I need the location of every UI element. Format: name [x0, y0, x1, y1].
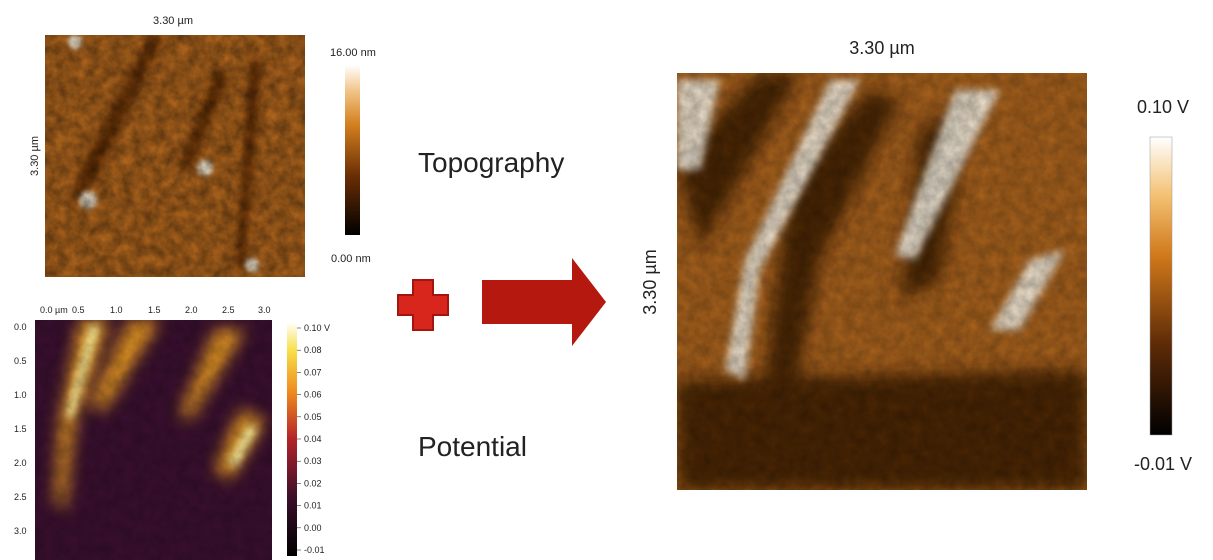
width-label: 3.30 µm: [849, 38, 914, 58]
scale-tick-label: 0.01: [304, 501, 322, 511]
y-tick-label: 0.0: [14, 322, 27, 332]
combined-image: [677, 73, 1087, 490]
scale-min: -0.01 V: [1134, 454, 1192, 474]
scale-max: 16.00 nm: [330, 47, 376, 59]
height-label: 3.30 µm: [29, 136, 41, 176]
width-label: 3.30 µm: [153, 15, 193, 27]
y-tick-label: 2.5: [14, 492, 27, 502]
y-tick-label: 2.0: [14, 458, 27, 468]
scale-tick-label: 0.02: [304, 478, 322, 488]
scale-tick-label: 0.08: [304, 345, 322, 355]
x-tick-label: 2.5: [222, 305, 235, 315]
y-tick-label: 1.5: [14, 424, 27, 434]
plus-sign: [398, 280, 448, 330]
topography-colorbar: [345, 65, 360, 235]
x-tick-label: 3.0: [258, 305, 271, 315]
scale-max: 0.10 V: [1137, 97, 1189, 117]
figure: 3.30 µm 3.30 µm 16.00 nm 0.00 nm Topogra…: [0, 0, 1213, 560]
combined-colorbar: [1150, 137, 1172, 435]
x-tick-label: 2.0: [185, 305, 198, 315]
y-tick-label: 0.5: [14, 356, 27, 366]
scale-tick-label: 0.03: [304, 456, 322, 466]
topography-image: [45, 35, 305, 277]
topography-caption: Topography: [418, 147, 564, 178]
scale-tick-label: 0.06: [304, 390, 322, 400]
x-tick-label: 0.0 µm: [40, 305, 68, 315]
scale-min: 0.00 nm: [331, 253, 371, 265]
potential-colorbar: [287, 322, 297, 556]
y-tick-label: 3.0: [14, 526, 27, 536]
scale-tick-label: 0.04: [304, 434, 322, 444]
scale-tick-label: 0.10 V: [304, 323, 330, 333]
height-label: 3.30 µm: [640, 249, 660, 314]
x-tick-label: 1.0: [110, 305, 123, 315]
y-tick-label: 1.0: [14, 390, 27, 400]
potential-image: [35, 320, 272, 560]
scale-tick-label: -0.01: [304, 545, 325, 555]
scale-tick-label: 0.07: [304, 367, 322, 377]
scale-tick-label: 0.05: [304, 412, 322, 422]
x-tick-label: 1.5: [148, 305, 161, 315]
potential-caption: Potential: [418, 431, 527, 462]
scale-tick-label: 0.00: [304, 523, 322, 533]
x-tick-label: 0.5: [72, 305, 85, 315]
arrow: [482, 258, 606, 346]
